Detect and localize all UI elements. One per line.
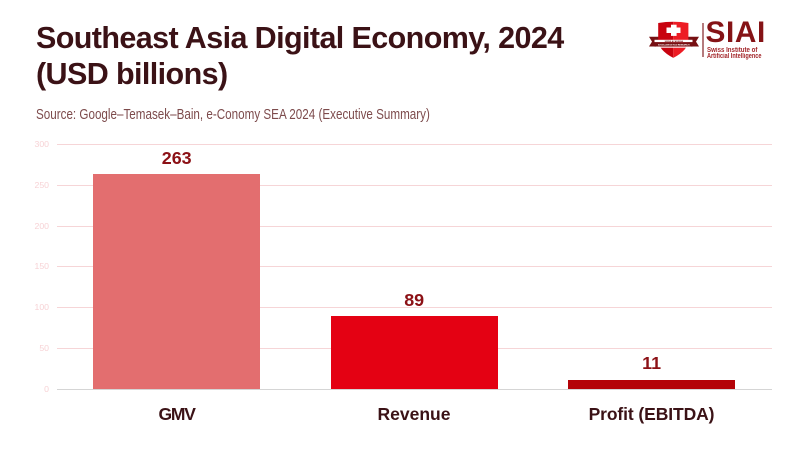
- svg-text:EXCELLENCE IN AI RESEARCH: EXCELLENCE IN AI RESEARCH: [658, 43, 690, 46]
- svg-text:SWISS ACADEMIA: SWISS ACADEMIA: [665, 40, 684, 43]
